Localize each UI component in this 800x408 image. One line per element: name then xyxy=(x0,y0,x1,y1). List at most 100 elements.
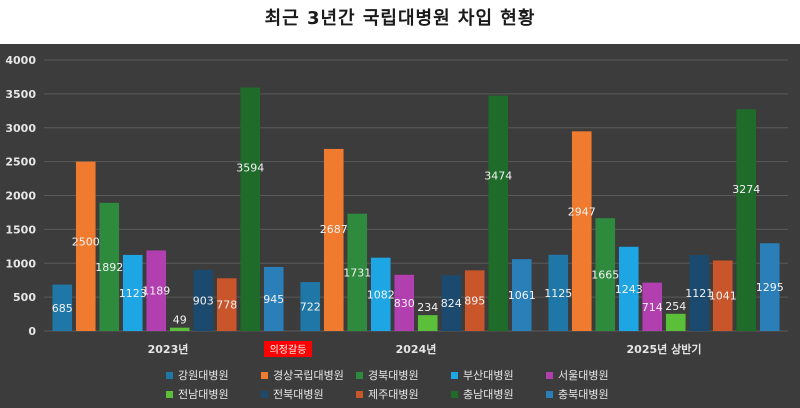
chart-background xyxy=(0,44,800,408)
y-tick-label: 3000 xyxy=(5,122,36,135)
bar xyxy=(417,315,438,331)
legend-label: 전북대병원 xyxy=(273,388,324,401)
x-category-label: 2025년 상반기 xyxy=(627,342,702,356)
data-label: 824 xyxy=(441,297,462,310)
annotation-label: 의정갈등 xyxy=(270,343,307,356)
bar xyxy=(169,327,190,331)
data-label: 3274 xyxy=(732,183,760,196)
bar xyxy=(394,274,415,331)
annotation: 의정갈등 xyxy=(264,341,312,357)
y-tick-label: 2000 xyxy=(5,190,36,203)
data-label: 1892 xyxy=(95,261,123,274)
data-label: 3594 xyxy=(236,162,264,175)
legend-swatch xyxy=(356,391,363,398)
legend-swatch xyxy=(546,372,553,379)
data-label: 2500 xyxy=(72,236,100,249)
bar xyxy=(347,213,368,331)
data-label: 945 xyxy=(263,293,284,306)
data-label: 778 xyxy=(216,299,237,312)
x-axis-labels: 2023년 2024년 2025년 상반기 xyxy=(148,342,702,356)
chart-title: 최근 3년간 국립대병원 차입 현황 xyxy=(0,0,800,44)
bar xyxy=(571,131,592,331)
y-tick-label: 1500 xyxy=(5,223,36,236)
data-label: 1121 xyxy=(685,287,713,300)
bar xyxy=(712,260,733,331)
legend-swatch xyxy=(166,391,173,398)
bar xyxy=(665,313,686,331)
bar xyxy=(464,270,485,331)
legend-label: 부산대병원 xyxy=(463,369,514,382)
legend-swatch xyxy=(451,391,458,398)
y-tick-label: 2500 xyxy=(5,156,36,169)
bar xyxy=(323,148,344,331)
legend-label: 전남대병원 xyxy=(178,388,229,401)
legend-swatch xyxy=(261,391,268,398)
bar-chart: 0 500 1000 1500 2000 2500 3000 3500 4000 685 2500… xyxy=(0,44,800,408)
y-tick-label: 1000 xyxy=(5,257,36,270)
data-label: 1125 xyxy=(544,287,572,300)
bar xyxy=(759,243,780,331)
bar xyxy=(548,254,569,331)
data-label: 1082 xyxy=(367,288,395,301)
bar xyxy=(300,282,321,331)
y-tick-label: 500 xyxy=(13,291,36,304)
bars xyxy=(52,87,780,332)
x-category-label: 2024년 xyxy=(396,342,437,356)
bar xyxy=(511,259,532,331)
legend-label: 경북대병원 xyxy=(368,369,419,382)
data-label: 1189 xyxy=(142,285,170,298)
data-label: 830 xyxy=(394,297,415,310)
legend-label: 충북대병원 xyxy=(558,388,609,401)
bar xyxy=(370,257,391,331)
legend-swatch xyxy=(261,372,268,379)
data-label: 1295 xyxy=(756,281,784,294)
data-label: 685 xyxy=(52,302,73,315)
data-label: 1243 xyxy=(615,283,643,296)
y-tick-label: 0 xyxy=(28,325,36,338)
y-tick-label: 4000 xyxy=(5,54,36,67)
bar xyxy=(240,87,261,331)
legend-label: 서울대병원 xyxy=(558,369,609,382)
data-label: 903 xyxy=(193,294,214,307)
data-label: 1123 xyxy=(119,287,147,300)
legend-label: 경상국립대병원 xyxy=(273,369,344,382)
data-label: 2947 xyxy=(568,205,596,218)
bar xyxy=(263,266,284,331)
bar xyxy=(99,202,120,331)
data-label: 1665 xyxy=(591,269,619,282)
bar xyxy=(736,109,757,332)
legend-label: 제주대병원 xyxy=(368,388,419,401)
data-label: 254 xyxy=(665,300,686,313)
data-label: 1731 xyxy=(343,266,371,279)
data-label: 722 xyxy=(300,301,321,314)
data-label: 3474 xyxy=(484,170,512,183)
data-label: 234 xyxy=(417,301,438,314)
bar xyxy=(595,218,616,331)
bar xyxy=(488,95,509,331)
legend-swatch xyxy=(356,372,363,379)
data-label: 895 xyxy=(464,295,485,308)
legend-swatch xyxy=(546,391,553,398)
legend-swatch xyxy=(451,372,458,379)
bar xyxy=(146,250,167,331)
data-label: 1041 xyxy=(709,290,737,303)
data-label: 1061 xyxy=(508,289,536,302)
bar xyxy=(441,275,462,331)
bar xyxy=(122,254,143,331)
bar xyxy=(642,282,663,331)
legend-label: 강원대병원 xyxy=(178,369,229,382)
x-category-label: 2023년 xyxy=(148,342,189,356)
grid-lines xyxy=(44,59,788,332)
bar xyxy=(193,269,214,331)
data-label: 714 xyxy=(642,301,663,314)
bar xyxy=(618,246,639,331)
bar xyxy=(689,255,710,331)
data-label: 2687 xyxy=(320,223,348,236)
bar xyxy=(52,284,73,331)
legend-label: 충남대병원 xyxy=(463,388,514,401)
y-axis-ticks: 0 500 1000 1500 2000 2500 3000 3500 4000 xyxy=(5,54,36,338)
legend-swatch xyxy=(166,372,173,379)
data-label: 49 xyxy=(173,314,187,327)
